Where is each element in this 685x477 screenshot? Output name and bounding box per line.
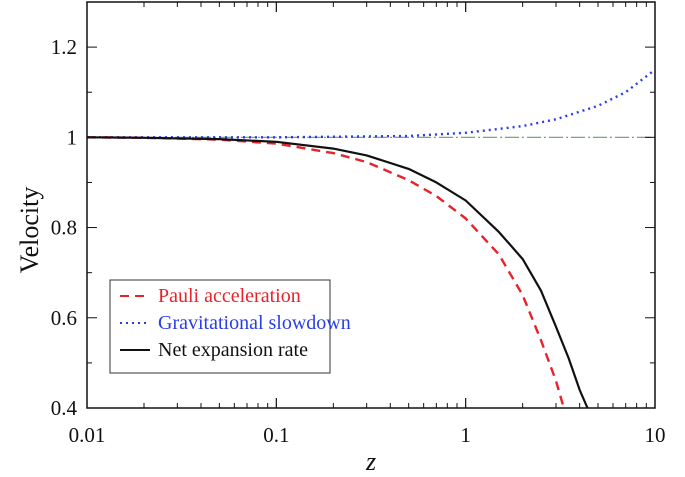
series-line-2 — [87, 68, 655, 139]
legend-label: Pauli acceleration — [158, 285, 301, 307]
legend-box — [109, 279, 331, 374]
x-axis-label: z — [365, 447, 376, 476]
legend-label: Net expansion rate — [158, 339, 308, 361]
y-tick-label: 1 — [67, 125, 78, 149]
x-tick-label: 0.01 — [69, 423, 106, 447]
legend: Pauli acceleration Gravitational slowdown… — [109, 279, 351, 374]
y-tick-label: 0.4 — [51, 396, 78, 420]
y-tick-label: 0.8 — [51, 216, 77, 240]
legend-label: Gravitational slowdown — [158, 312, 351, 334]
x-tick-label: 0.1 — [263, 423, 289, 447]
y-tick-label: 1.2 — [51, 35, 77, 59]
y-axis-label: Velocity — [15, 187, 44, 274]
series-line-3 — [87, 136, 589, 408]
x-tick-label: 10 — [645, 423, 666, 447]
x-tick-label: 1 — [460, 423, 471, 447]
y-tick-label: 0.6 — [51, 306, 77, 330]
plot-frame — [86, 1, 656, 409]
